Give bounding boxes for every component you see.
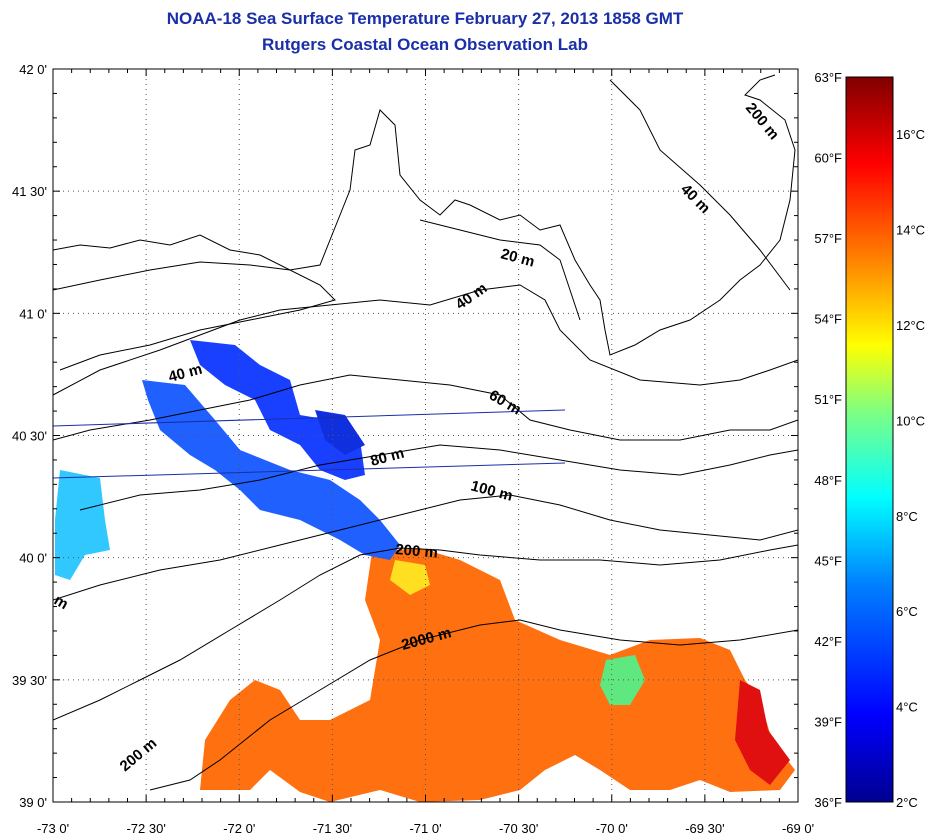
shelf-water-patch-1	[190, 340, 365, 480]
shelf-water-patch-4	[315, 410, 365, 455]
colorbar-c-label: 6°C	[896, 604, 918, 619]
colorbar-f-label: 51°F	[814, 392, 842, 407]
colorbar-f-label: 45°F	[814, 553, 842, 568]
isobath-60m	[53, 374, 798, 441]
contour-label: 200 m	[117, 735, 161, 775]
lat-label: 39 30'	[12, 673, 47, 688]
contour-label: 40 m	[453, 280, 491, 314]
colorbar	[845, 76, 894, 803]
lon-label: -71 30'	[313, 821, 352, 836]
graticule	[53, 69, 798, 802]
contour-label: 200 m	[395, 541, 439, 562]
lat-label: 40 0'	[19, 551, 47, 566]
track-line	[52, 462, 566, 479]
latitude-labels: 42 0' 41 30' 41 0' 40 30' 40 0' 39 30' 39 0'	[12, 62, 47, 810]
colorbar-c-label: 4°C	[896, 700, 918, 715]
colorbar-c-label: 12°C	[896, 318, 925, 333]
contour-label: 40 m	[167, 361, 204, 386]
lat-label: 39 0'	[19, 795, 47, 810]
colorbar-f-label: 60°F	[814, 151, 842, 166]
colorbar-f-label: 63°F	[814, 70, 842, 85]
isobath-100m	[53, 494, 798, 601]
colorbar-c-label: 2°C	[896, 795, 918, 810]
lon-label: -70 30'	[499, 821, 538, 836]
track-line	[52, 409, 566, 427]
long-island	[53, 261, 336, 371]
isobath-200m-north	[609, 79, 791, 291]
colorbar-f-label: 39°F	[814, 714, 842, 729]
shelf-water-patch-2	[142, 380, 400, 560]
colorbar-f-label: 36°F	[814, 795, 842, 810]
yellow-edge-patch	[390, 560, 430, 595]
colorbar-c-label: 14°C	[896, 223, 925, 238]
isobath-2000m	[149, 619, 798, 791]
warm-water-patch	[200, 548, 795, 802]
contour-label: 60 m	[486, 387, 524, 419]
cool-eddy-patch	[600, 655, 645, 705]
lat-label: 41 30'	[12, 184, 47, 199]
track-lines	[52, 409, 566, 479]
colorbar-fahrenheit-labels: 63°F 60°F 57°F 54°F 51°F 48°F 45°F 42°F 39°F 36°F	[814, 70, 842, 810]
isobath-20m	[419, 219, 581, 321]
contour-label: 200 m	[742, 100, 782, 144]
lon-label: -73 0'	[37, 821, 69, 836]
lon-label: -70 0'	[596, 821, 628, 836]
lon-label: -72 0'	[223, 821, 255, 836]
lat-label: 41 0'	[19, 306, 47, 321]
lat-label: 40 30'	[12, 429, 47, 444]
colorbar-c-label: 16°C	[896, 127, 925, 142]
longitude-labels: -73 0' -72 30' -72 0' -71 30' -71 0' -70 30' -…	[37, 821, 814, 836]
contour-label: 40 m	[677, 181, 713, 217]
isobath-200m	[53, 544, 798, 721]
colorbar-celsius-labels: 16°C 14°C 12°C 10°C 8°C 6°C 4°C 2°C	[896, 127, 925, 810]
coastline	[53, 74, 796, 356]
map-title: NOAA-18 Sea Surface Temperature February…	[166, 9, 684, 28]
contour-label: 100 m	[469, 477, 514, 504]
hot-water-patch	[735, 680, 790, 785]
contour-label: 80 m	[369, 445, 406, 470]
lon-label: -69 30'	[685, 821, 724, 836]
map-subtitle: Rutgers Coastal Ocean Observation Lab	[262, 35, 588, 54]
isobath-40m	[53, 284, 798, 396]
colorbar-c-label: 10°C	[896, 413, 925, 428]
lon-label: -72 30'	[126, 821, 165, 836]
lon-label: -69 0'	[782, 821, 814, 836]
colorbar-f-label: 48°F	[814, 473, 842, 488]
colorbar-f-label: 57°F	[814, 231, 842, 246]
isobath-80m	[79, 444, 798, 511]
lat-label: 42 0'	[19, 62, 47, 77]
colorbar-f-label: 42°F	[814, 634, 842, 649]
colorbar-c-label: 8°C	[896, 509, 918, 524]
colorbar-f-label: 54°F	[814, 312, 842, 327]
shelf-water-patch-3	[55, 470, 110, 580]
lon-label: -71 0'	[409, 821, 441, 836]
sst-data-layer	[55, 340, 795, 802]
contour-label: 20 m	[499, 245, 536, 270]
